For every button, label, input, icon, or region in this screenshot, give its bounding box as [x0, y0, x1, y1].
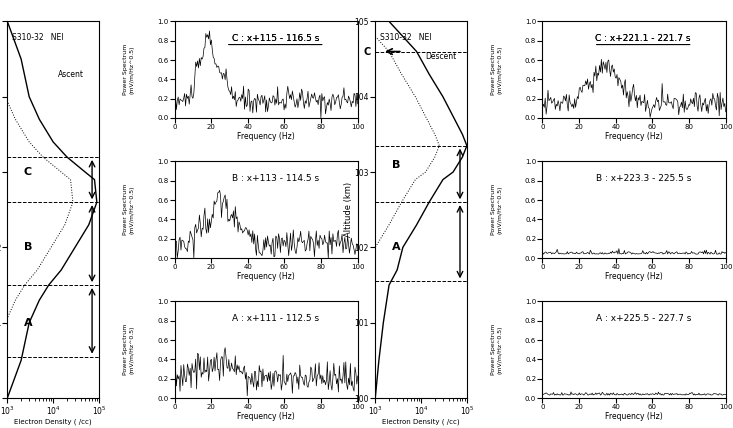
Text: Descent: Descent	[426, 51, 457, 60]
Text: B : x+113 - 114.5 s: B : x+113 - 114.5 s	[232, 174, 319, 183]
Text: C: C	[23, 167, 32, 177]
Text: C : x+115 - 116.5 s: C : x+115 - 116.5 s	[232, 34, 319, 43]
Y-axis label: Power Spectrum
(mV/m/Hz^0.5): Power Spectrum (mV/m/Hz^0.5)	[123, 324, 134, 375]
X-axis label: Frequency (Hz): Frequency (Hz)	[237, 412, 295, 421]
Text: A: A	[23, 318, 32, 328]
Text: C : x+221.1 - 221.7 s: C : x+221.1 - 221.7 s	[595, 34, 691, 43]
X-axis label: Electron Density ( /cc): Electron Density ( /cc)	[15, 418, 92, 425]
Text: A : x+111 - 112.5 s: A : x+111 - 112.5 s	[232, 314, 319, 323]
Y-axis label: Power Spectrum
(mV/m/Hz^0.5): Power Spectrum (mV/m/Hz^0.5)	[123, 184, 134, 235]
Text: B: B	[23, 242, 32, 253]
Text: S310-32   NEI: S310-32 NEI	[12, 33, 64, 42]
X-axis label: Electron Density ( /cc): Electron Density ( /cc)	[382, 418, 460, 425]
Text: C : x+115 - 116.5 s: C : x+115 - 116.5 s	[232, 34, 319, 43]
X-axis label: Frequency (Hz): Frequency (Hz)	[237, 272, 295, 281]
X-axis label: Frequency (Hz): Frequency (Hz)	[605, 412, 663, 421]
X-axis label: Frequency (Hz): Frequency (Hz)	[605, 132, 663, 141]
Text: B: B	[391, 160, 400, 169]
Y-axis label: Power Spectrum
(mV/m/Hz^0.5): Power Spectrum (mV/m/Hz^0.5)	[123, 44, 134, 95]
Y-axis label: Power Spectrum
(mV/m/Hz^0.5): Power Spectrum (mV/m/Hz^0.5)	[491, 184, 502, 235]
Text: C: C	[364, 47, 371, 56]
Text: Ascent: Ascent	[58, 70, 84, 79]
X-axis label: Frequency (Hz): Frequency (Hz)	[605, 272, 663, 281]
Text: S310-32   NEI: S310-32 NEI	[380, 33, 431, 42]
Text: A: A	[391, 242, 400, 253]
Text: A : x+225.5 - 227.7 s: A : x+225.5 - 227.7 s	[595, 314, 691, 323]
Text: C : x+221.1 - 221.7 s: C : x+221.1 - 221.7 s	[595, 34, 691, 43]
Y-axis label: Power Spectrum
(mV/m/Hz^0.5): Power Spectrum (mV/m/Hz^0.5)	[491, 324, 502, 375]
Y-axis label: Power Spectrum
(mV/m/Hz^0.5): Power Spectrum (mV/m/Hz^0.5)	[491, 44, 502, 95]
Y-axis label: Altitude (km): Altitude (km)	[344, 182, 353, 237]
X-axis label: Frequency (Hz): Frequency (Hz)	[237, 132, 295, 141]
Text: B : x+223.3 - 225.5 s: B : x+223.3 - 225.5 s	[595, 174, 691, 183]
